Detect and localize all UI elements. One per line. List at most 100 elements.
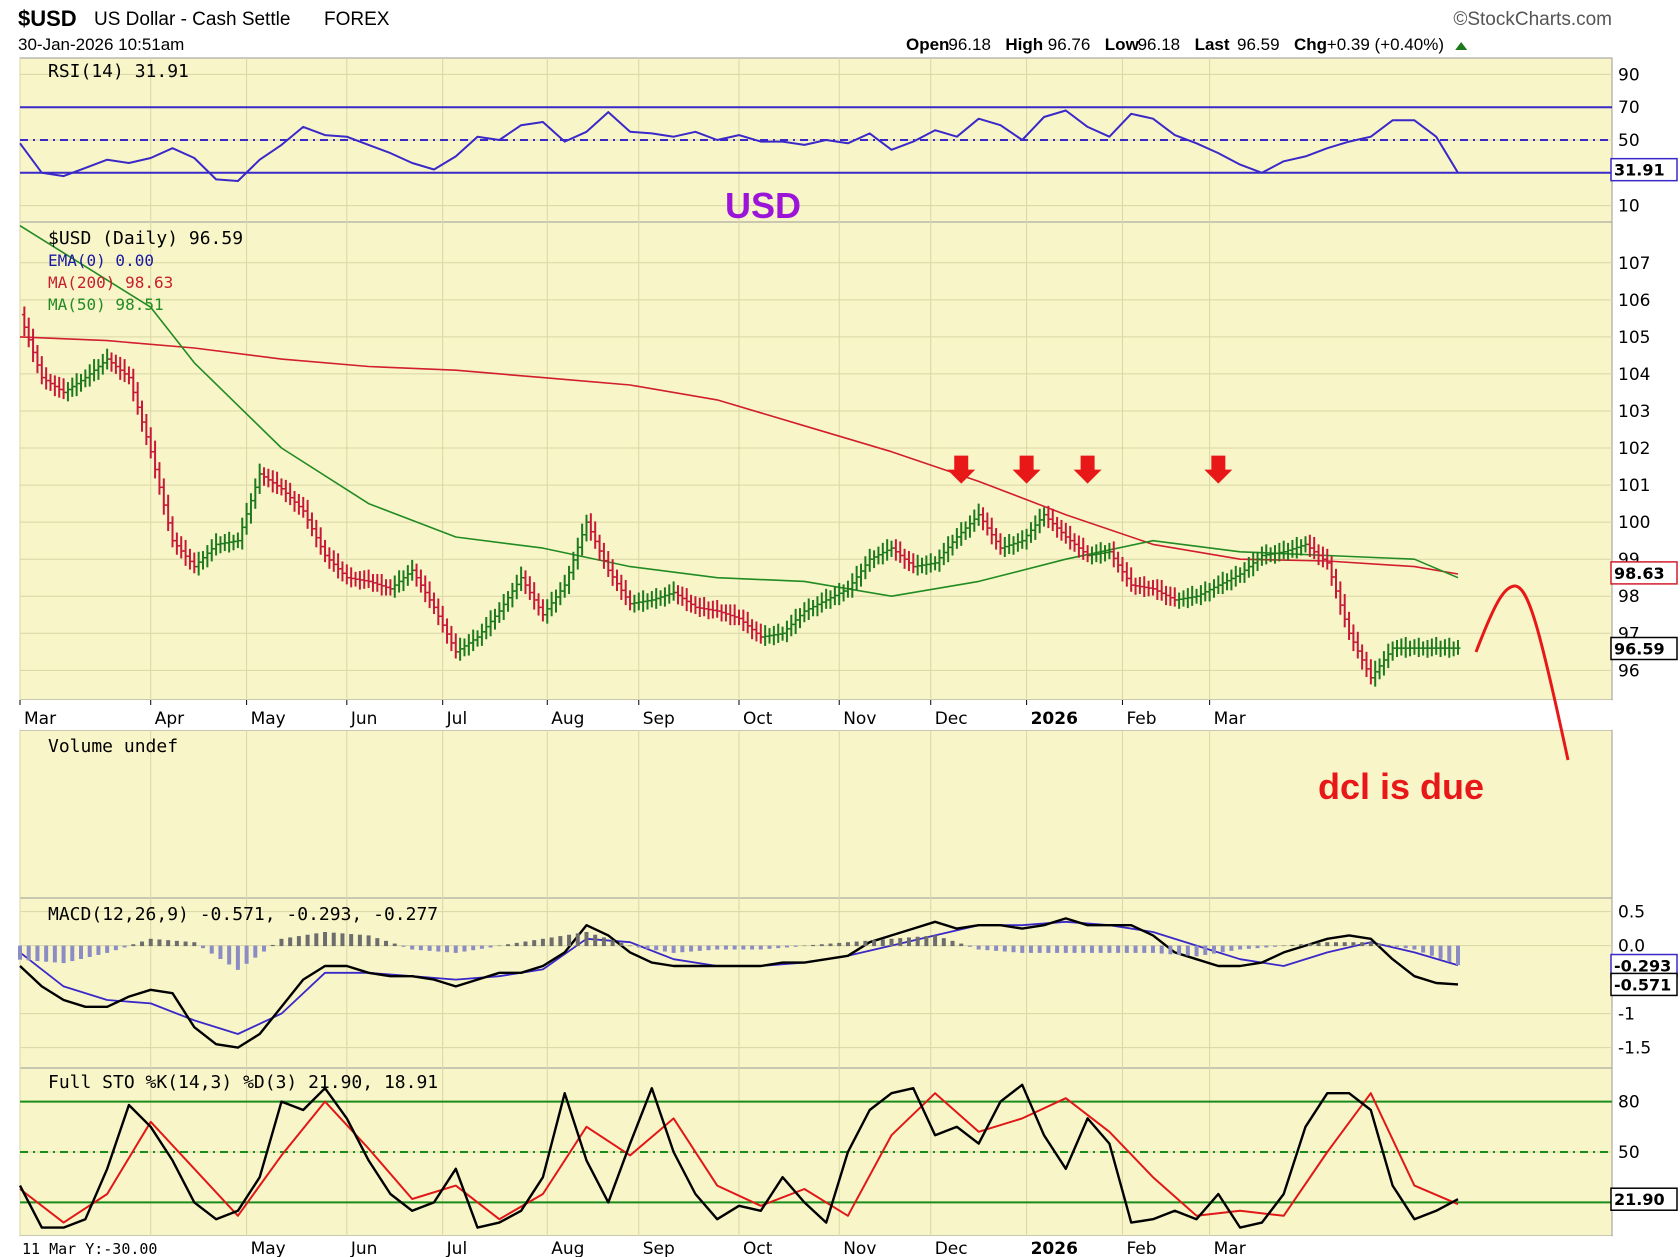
y-tick-label: 102 bbox=[1618, 439, 1650, 459]
quote-label: Open bbox=[906, 35, 949, 54]
macd-hist-bar bbox=[1299, 944, 1304, 947]
macd-hist-bar bbox=[654, 945, 659, 951]
macd-hist-bar bbox=[898, 938, 903, 947]
macd-hist-bar bbox=[1360, 942, 1365, 947]
macd-hist-bar bbox=[1281, 945, 1286, 947]
macd-hist-bar bbox=[1290, 944, 1295, 947]
bottom-left-label: 11 Mar Y:-30.00 bbox=[22, 1240, 157, 1257]
macd-hist-bar bbox=[1403, 945, 1408, 949]
quote-label: Last bbox=[1195, 35, 1230, 54]
dcl-annotation: dcl is due bbox=[1318, 766, 1484, 807]
macd-hist-bar bbox=[331, 932, 336, 947]
macd-hist-bar bbox=[87, 945, 92, 957]
macd-hist-bar bbox=[418, 945, 423, 951]
macd-hist-bar bbox=[357, 934, 362, 947]
macd-hist-bar bbox=[52, 945, 57, 963]
macd-hist-bar bbox=[192, 942, 197, 947]
bottom-x-axis-strip bbox=[20, 1236, 1612, 1257]
legend-ema: EMA(0) 0.00 bbox=[48, 251, 154, 270]
x-tick-label: Sep bbox=[643, 709, 675, 729]
sto-k-line bbox=[18, 1083, 1459, 1229]
macd-hist-bar bbox=[645, 945, 650, 949]
x-tick-label: 2026 bbox=[1031, 709, 1078, 729]
macd-title: MACD(12,26,9) -0.571, -0.293, -0.277 bbox=[48, 904, 438, 925]
macd-hist-bar bbox=[837, 942, 842, 947]
y-tick-label: 98 bbox=[1618, 587, 1640, 607]
signal-value-tag: -0.293 bbox=[1614, 957, 1671, 976]
macd-hist-bar bbox=[549, 937, 554, 947]
macd-value-tag: -0.571 bbox=[1614, 975, 1671, 994]
bottom-x-tick-label: Aug bbox=[551, 1239, 584, 1257]
macd-hist-bar bbox=[863, 940, 868, 947]
bottom-x-tick-label: Dec bbox=[935, 1239, 968, 1257]
macd-hist-bar bbox=[636, 945, 641, 948]
macd-hist-bar bbox=[366, 935, 371, 947]
macd-hist-bar bbox=[1150, 945, 1155, 953]
macd-hist-bar bbox=[662, 945, 667, 952]
macd-hist-bar bbox=[235, 945, 240, 970]
macd-value-tag-box bbox=[1610, 972, 1678, 997]
x-tick-label: Feb bbox=[1126, 709, 1156, 729]
macd-hist-bar bbox=[750, 945, 755, 950]
macd-hist-bar bbox=[967, 945, 972, 947]
macd-hist-bar bbox=[959, 943, 964, 947]
macd-hist-bar bbox=[1089, 945, 1094, 953]
macd-panel bbox=[19, 897, 1613, 1069]
macd-hist-bar bbox=[401, 945, 406, 947]
quote-value: 96.18 bbox=[948, 35, 991, 54]
down-arrow-icon bbox=[1073, 455, 1102, 484]
ma200-line bbox=[19, 336, 1459, 575]
price-title: $USD (Daily) 96.59 bbox=[48, 228, 243, 249]
macd-hist-bar bbox=[584, 932, 589, 947]
macd-hist-bar bbox=[1272, 945, 1277, 947]
macd-hist-bar bbox=[758, 945, 763, 950]
bottom-x-tick-label: Oct bbox=[743, 1239, 773, 1257]
macd-hist-bar bbox=[79, 945, 84, 960]
macd-hist-bar bbox=[741, 945, 746, 950]
sto-value-tag-box bbox=[1610, 1187, 1678, 1211]
macd-hist-bar bbox=[1185, 945, 1190, 956]
y-tick-label: 103 bbox=[1618, 402, 1650, 422]
x-tick-label: Jun bbox=[350, 709, 378, 729]
bottom-x-tick-label: Jul bbox=[446, 1239, 468, 1257]
down-arrow-icon bbox=[1204, 455, 1233, 484]
macd-hist-bar bbox=[392, 943, 397, 947]
y-tick-label: 104 bbox=[1618, 365, 1650, 385]
x-tick-label: Nov bbox=[843, 709, 876, 729]
y-tick-label: 105 bbox=[1618, 328, 1650, 348]
macd-hist-bar bbox=[166, 940, 171, 947]
macd-hist-bar bbox=[1211, 945, 1216, 954]
macd-hist-bar bbox=[1002, 945, 1007, 952]
y-tick-label: 0.5 bbox=[1618, 903, 1645, 923]
macd-hist-bar bbox=[1307, 943, 1312, 947]
x-tick-label: Jul bbox=[446, 709, 468, 729]
macd-hist-bar bbox=[776, 945, 781, 949]
macd-hist-bar bbox=[906, 937, 911, 947]
macd-hist-bar bbox=[1394, 945, 1399, 947]
y-tick-label: 50 bbox=[1618, 131, 1640, 151]
bottom-x-tick-label: Feb bbox=[1126, 1239, 1156, 1257]
macd-hist-bar bbox=[270, 944, 275, 947]
macd-hist-bar bbox=[950, 940, 955, 947]
macd-hist-bar bbox=[323, 932, 328, 947]
macd-hist-bar bbox=[619, 942, 624, 947]
y-tick-label: 0.0 bbox=[1618, 937, 1645, 957]
macd-hist-bar bbox=[1246, 945, 1251, 949]
y-tick-label: -1 bbox=[1618, 1005, 1635, 1025]
macd-hist-bar bbox=[567, 934, 572, 947]
usd-annotation: USD bbox=[725, 185, 801, 226]
price-value-tag: 96.59 bbox=[1614, 639, 1665, 658]
x-tick-label: May bbox=[251, 709, 286, 729]
macd-hist-bar bbox=[1447, 945, 1452, 963]
macd-hist-bar bbox=[462, 945, 467, 952]
macd-hist-bar bbox=[35, 945, 40, 962]
macd-hist-bar bbox=[1342, 942, 1347, 947]
ma200-value-tag-box bbox=[1610, 561, 1678, 585]
macd-hist-bar bbox=[113, 945, 118, 951]
macd-hist-bar bbox=[610, 940, 615, 947]
legend-ma50: MA(50) 98.51 bbox=[48, 295, 164, 314]
macd-hist-bar bbox=[471, 945, 476, 951]
sto-title: Full STO %K(14,3) %D(3) 21.90, 18.91 bbox=[48, 1072, 438, 1093]
projection-curve bbox=[1474, 584, 1570, 761]
y-tick-label: 96 bbox=[1618, 661, 1640, 681]
